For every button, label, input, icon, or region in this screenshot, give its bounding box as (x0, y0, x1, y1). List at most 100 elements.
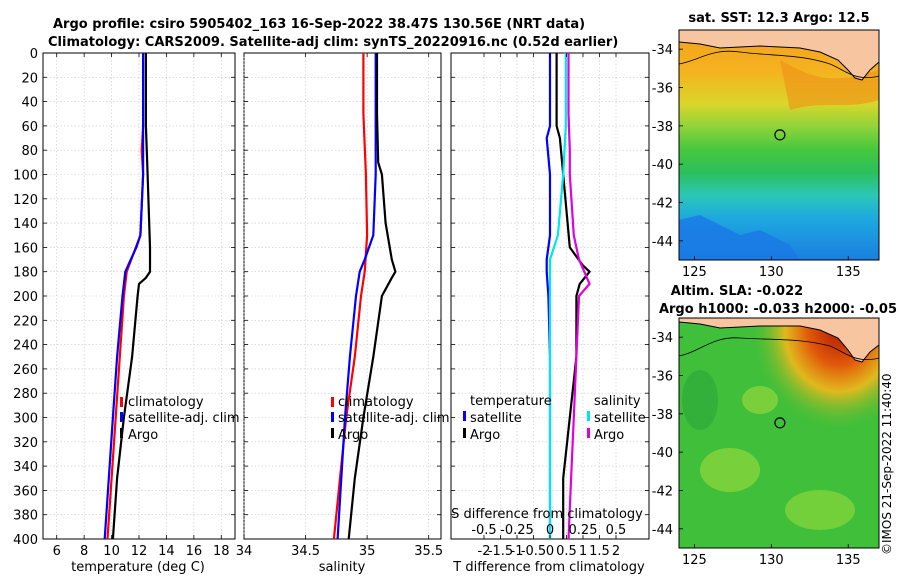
series-line-satellite-adj-clim (103, 53, 145, 539)
sla-map-title-line2: Argo h1000: -0.033 h2000: -0.05 (659, 302, 897, 317)
legend-label-climatology: climatology (338, 395, 414, 410)
map-y-tick-label: -36 (652, 370, 673, 385)
y-tick-label: 260 (13, 363, 38, 378)
x-tick-label: 35.5 (414, 544, 443, 559)
legend-heading-temperature: temperature (470, 394, 552, 409)
map-x-tick-label: 125 (682, 553, 707, 568)
sla-land (679, 318, 879, 362)
legend-label-t-argo: Argo (470, 428, 500, 443)
map-x-tick-label: 125 (682, 265, 707, 280)
y-tick-label: 320 (13, 436, 38, 451)
sst-warm-patch (780, 60, 879, 110)
y-tick-label: 100 (13, 169, 38, 184)
series-line-salinity-satellite (548, 53, 567, 539)
sla-light-patch (700, 448, 760, 492)
y-tick-label: 380 (13, 509, 38, 524)
sst-map: sat. SST: 12.3 Argo: 12.5 125 130 135 -34 -3… (652, 11, 880, 280)
y-tick-label: 300 (13, 412, 38, 427)
sla-map-frame (678, 317, 880, 549)
map-x-tick-label: 130 (759, 265, 784, 280)
series-line-argo (111, 53, 152, 539)
legend-swatch-s-argo (587, 428, 590, 438)
figure-title-line2: Climatology: CARS2009. Satellite-adj cli… (48, 35, 618, 50)
map-y-tick-label: -42 (652, 485, 673, 500)
map-y-tick-label: -42 (652, 197, 673, 212)
legend-label-satellite-clim: satellite-adj. clim (338, 411, 450, 426)
sla-dark-patch (682, 370, 718, 430)
series-line-satellite-adj-clim (336, 53, 377, 539)
y-tick-label: 400 (13, 533, 38, 548)
legend-label-satellite-clim: satellite-adj. clim (128, 411, 240, 426)
map-y-tick-label: -34 (652, 43, 673, 58)
sla-isobath (678, 337, 880, 360)
sla-map: Altim. SLA: -0.022 Argo h1000: -0.033 h2… (652, 284, 897, 568)
legend-heading-salinity: salinity (594, 394, 641, 409)
x-tick-label: -1.5 (488, 544, 513, 559)
x-tick-label: 35 (359, 544, 376, 559)
x-tick-label: 2 (612, 544, 620, 559)
legend-label-argo: Argo (338, 428, 368, 443)
x-tick-label: 12 (131, 544, 148, 559)
legend-swatch-s-satellite (587, 411, 590, 421)
map-x-tick-label: 135 (836, 265, 861, 280)
s-tick-label: 0.5 (606, 523, 627, 538)
series-line-salinity-argo (567, 53, 591, 539)
temperature-legend: climatology satellite-adj. clim Argo (120, 395, 240, 443)
sla-map-title-line1: Altim. SLA: -0.022 (671, 284, 803, 299)
x-tick-label: -0.5 (521, 544, 546, 559)
x-tick-label: 6 (53, 544, 61, 559)
map-y-tick-label: -38 (652, 120, 673, 135)
salinity-panel: 34 34.5 35 35.5 salinity climatology satell… (236, 52, 450, 575)
y-tick-label: 120 (13, 193, 38, 208)
map-y-tick-label: -36 (652, 82, 673, 97)
x-tick-label: 14 (158, 544, 175, 559)
sst-cold-patch (679, 215, 800, 260)
sst-land (679, 30, 879, 80)
x-tick-label: 10 (103, 544, 120, 559)
difference-x-label: T difference from climatology (452, 560, 645, 575)
legend-swatch-climatology (120, 397, 123, 407)
sla-land-outline (678, 321, 880, 363)
map-x-tick-label: 135 (836, 553, 861, 568)
x-tick-label: 18 (213, 544, 230, 559)
y-tick-label: 340 (13, 460, 38, 475)
legend-label-t-satellite: satellite (470, 411, 522, 426)
y-tick-label: 160 (13, 241, 38, 256)
sst-map-title: sat. SST: 12.3 Argo: 12.5 (688, 11, 869, 26)
s-tick-label: -0.5 (471, 523, 496, 538)
sst-map-frame (678, 29, 880, 261)
x-tick-label: 34.5 (291, 544, 320, 559)
sst-isobath (678, 50, 880, 78)
x-tick-label: -2 (478, 544, 491, 559)
y-tick-label: 200 (13, 290, 38, 305)
y-tick-label: 280 (13, 387, 38, 402)
x-tick-label: 8 (80, 544, 88, 559)
y-tick-label: 140 (13, 217, 38, 232)
y-tick-label: 80 (21, 144, 38, 159)
y-tick-label: 360 (13, 484, 38, 499)
y-tick-label: 240 (13, 339, 38, 354)
legend-swatch-argo (120, 428, 123, 438)
legend-label-s-satellite: satellite (594, 411, 646, 426)
legend-swatch-t-argo (463, 428, 466, 438)
map-y-tick-label: -34 (652, 331, 673, 346)
legend-swatch-argo (331, 428, 334, 438)
legend-swatch-satellite-clim (120, 412, 123, 422)
legend-swatch-satellite-clim (331, 412, 334, 422)
argo-location-marker (774, 417, 786, 429)
map-y-tick-label: -40 (652, 158, 673, 173)
temperature-panel: 0 20 40 60 80 100 120 140 160 180 200 220 240 260 280 3… (13, 47, 239, 575)
y-tick-label: 20 (21, 71, 38, 86)
salinity-x-label: salinity (319, 560, 366, 575)
s-tick-label: 0 (546, 523, 554, 538)
s-tick-label: 0.25 (569, 523, 598, 538)
legend-label-s-argo: Argo (594, 428, 624, 443)
map-y-tick-label: -44 (652, 523, 673, 538)
legend-label-climatology: climatology (128, 395, 204, 410)
sla-light-patch (785, 490, 855, 530)
x-tick-label: 0.5 (556, 544, 577, 559)
salinity-legend: climatology satellite-adj. clim Argo (331, 395, 450, 443)
y-tick-label: 220 (13, 314, 38, 329)
map-y-tick-label: -44 (652, 235, 673, 250)
